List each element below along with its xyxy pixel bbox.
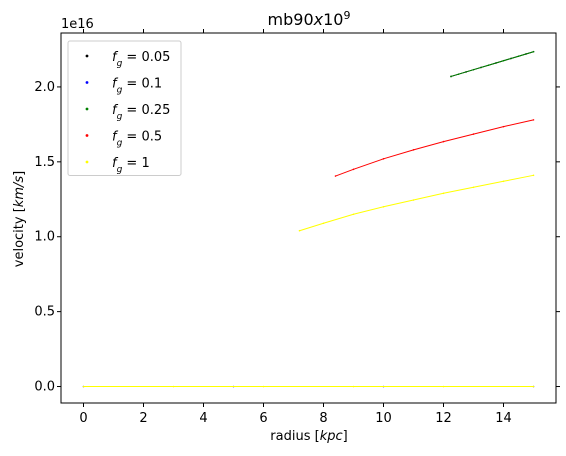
point-f-g-1-4 bbox=[412, 199, 415, 201]
point-f-g-1-baseline-0 bbox=[82, 385, 85, 388]
point-f-g-0-25-4 bbox=[502, 59, 505, 62]
legend-label-f-g-1: fg = 1 bbox=[112, 156, 150, 175]
point-f-g-1-3 bbox=[382, 205, 385, 208]
x-tick-label-0: 0 bbox=[79, 411, 87, 426]
x-axis: 0 2 4 6 8 10 12 14 bbox=[79, 29, 512, 426]
point-f-g-1-baseline-1 bbox=[172, 385, 175, 388]
x-tick-label-4: 4 bbox=[199, 411, 207, 426]
point-f-g-0-25-5 bbox=[517, 55, 520, 58]
series-f-g-1 bbox=[298, 174, 535, 232]
series-f-g-1-baseline bbox=[82, 385, 535, 388]
legend-label-f-g-0-25: fg = 0.25 bbox=[112, 103, 170, 122]
point-f-g-0-5-3 bbox=[412, 149, 415, 151]
legend-box bbox=[67, 40, 182, 176]
point-f-g-0-25-1 bbox=[457, 73, 460, 75]
point-f-g-1-5 bbox=[442, 192, 445, 195]
point-f-g-1-6 bbox=[472, 186, 475, 189]
point-f-g-0-5-7 bbox=[532, 119, 535, 121]
y-tick-label-2-0: 2.0 bbox=[34, 80, 55, 95]
series-f-g-0-25 bbox=[450, 50, 535, 78]
legend-label-f-g-0-1: fg = 0.1 bbox=[112, 77, 162, 96]
y-tick-label-0-0: 0.0 bbox=[34, 380, 55, 395]
x-tick-label-6: 6 bbox=[259, 411, 267, 426]
legend-marker-f-g-0-5 bbox=[85, 134, 89, 137]
point-f-g-0-25-6 bbox=[532, 50, 535, 53]
point-f-g-0-5-0 bbox=[334, 175, 337, 177]
point-f-g-0-5-6 bbox=[502, 125, 505, 128]
y-offset-label: 1e16 bbox=[61, 17, 94, 32]
point-f-g-1-baseline-4 bbox=[442, 385, 445, 388]
chart-title: mb90x109 bbox=[268, 9, 351, 30]
series-line-f-g-0-5 bbox=[335, 119, 534, 177]
series-f-g-0-5 bbox=[334, 119, 535, 177]
point-f-g-0-25-2 bbox=[472, 68, 475, 71]
point-f-g-1-2 bbox=[352, 213, 355, 216]
point-f-g-1-1 bbox=[322, 222, 325, 225]
x-tick-label-12: 12 bbox=[435, 411, 452, 426]
point-f-g-1-baseline-3 bbox=[352, 385, 355, 388]
x-tick-label-10: 10 bbox=[375, 411, 392, 426]
x-tick-label-2: 2 bbox=[139, 411, 147, 426]
y-axis-label: velocity [km/s] bbox=[12, 171, 27, 267]
point-f-g-1-baseline-5 bbox=[532, 385, 535, 388]
legend-marker-f-g-0-1 bbox=[85, 81, 89, 84]
legend-label-f-g-0-05: fg = 0.05 bbox=[112, 50, 170, 69]
x-axis-label: radius [kpc] bbox=[270, 429, 347, 444]
legend: fg = 0.05 fg = 0.1 fg = 0.25 fg = 0.5 fg = 1 bbox=[67, 40, 182, 176]
point-f-g-0-5-2 bbox=[382, 158, 385, 160]
point-f-g-1-baseline-2 bbox=[262, 385, 265, 388]
x-tick-label-14: 14 bbox=[495, 411, 512, 426]
point-f-g-0-5-1 bbox=[352, 168, 355, 171]
y-tick-label-1-0: 1.0 bbox=[34, 230, 55, 245]
y-axis: 0.0 0.5 1.0 1.5 2.0 bbox=[34, 80, 560, 395]
y-tick-label-0-5: 0.5 bbox=[34, 305, 55, 320]
point-f-g-0-25-3 bbox=[487, 64, 490, 67]
point-f-g-0-5-5 bbox=[472, 133, 475, 135]
point-f-g-1-8 bbox=[532, 174, 535, 177]
point-f-g-0-5-4 bbox=[442, 140, 445, 143]
x-tick-label-8: 8 bbox=[319, 411, 327, 426]
legend-marker-f-g-0-25 bbox=[85, 107, 89, 111]
legend-label-f-g-0-5: fg = 0.5 bbox=[112, 130, 162, 149]
point-f-g-1-7 bbox=[502, 180, 505, 183]
point-f-g-1-0 bbox=[298, 229, 301, 232]
point-f-g-0-25-0 bbox=[450, 75, 452, 78]
legend-marker-f-g-1 bbox=[85, 160, 89, 164]
y-tick-label-1-5: 1.5 bbox=[34, 155, 55, 170]
legend-marker-f-g-0-05 bbox=[85, 54, 89, 58]
